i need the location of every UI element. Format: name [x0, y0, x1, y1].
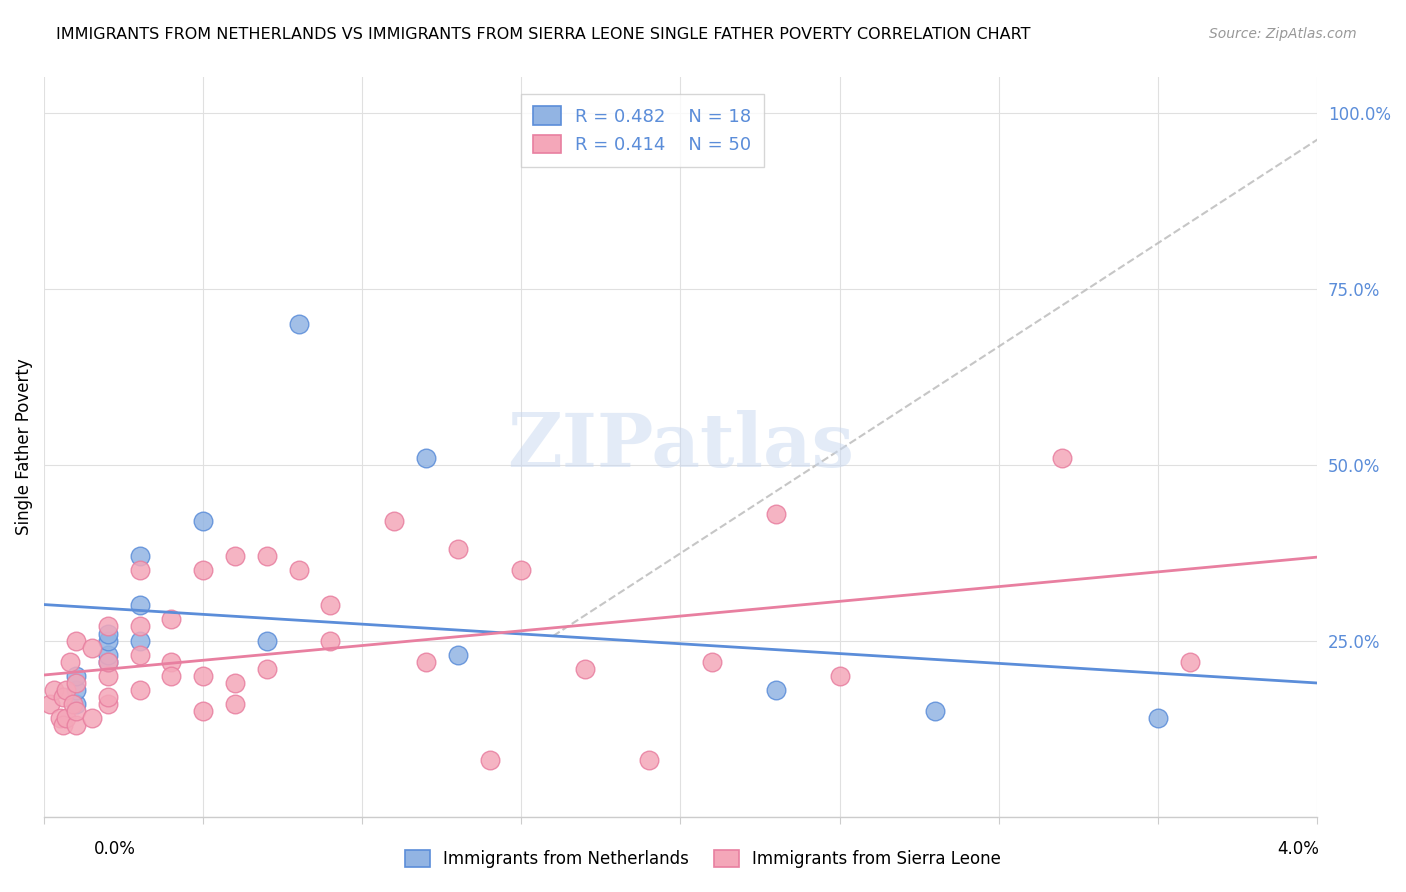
- Point: [193, 704, 215, 718]
- Point: [702, 655, 724, 669]
- Text: IMMIGRANTS FROM NETHERLANDS VS IMMIGRANTS FROM SIERRA LEONE SINGLE FATHER POVERT: IMMIGRANTS FROM NETHERLANDS VS IMMIGRANT…: [56, 27, 1031, 42]
- Point: [97, 669, 120, 683]
- Point: [447, 648, 470, 662]
- Text: 0.0%: 0.0%: [94, 840, 136, 858]
- Point: [447, 542, 470, 557]
- Point: [65, 669, 87, 683]
- Point: [765, 682, 787, 697]
- Point: [65, 718, 87, 732]
- Point: [1052, 450, 1074, 465]
- Point: [62, 697, 84, 711]
- Point: [128, 633, 150, 648]
- Point: [924, 704, 946, 718]
- Point: [49, 711, 72, 725]
- Point: [52, 690, 75, 704]
- Point: [224, 675, 246, 690]
- Point: [1146, 711, 1168, 725]
- Point: [65, 675, 87, 690]
- Point: [224, 697, 246, 711]
- Point: [1178, 655, 1201, 669]
- Point: [382, 514, 405, 528]
- Legend: R = 0.482    N = 18, R = 0.414    N = 50: R = 0.482 N = 18, R = 0.414 N = 50: [520, 94, 763, 167]
- Text: Source: ZipAtlas.com: Source: ZipAtlas.com: [1209, 27, 1357, 41]
- Point: [97, 648, 120, 662]
- Point: [80, 711, 103, 725]
- Point: [80, 640, 103, 655]
- Point: [478, 753, 501, 767]
- Point: [160, 669, 183, 683]
- Legend: Immigrants from Netherlands, Immigrants from Sierra Leone: Immigrants from Netherlands, Immigrants …: [398, 843, 1008, 875]
- Point: [287, 563, 309, 577]
- Point: [256, 633, 278, 648]
- Point: [65, 682, 87, 697]
- Text: 4.0%: 4.0%: [1277, 840, 1319, 858]
- Point: [52, 718, 75, 732]
- Text: ZIPatlas: ZIPatlas: [508, 410, 853, 483]
- Point: [65, 704, 87, 718]
- Point: [128, 648, 150, 662]
- Point: [193, 514, 215, 528]
- Point: [319, 633, 342, 648]
- Point: [97, 690, 120, 704]
- Point: [224, 549, 246, 563]
- Point: [128, 619, 150, 633]
- Point: [55, 682, 77, 697]
- Point: [65, 697, 87, 711]
- Point: [765, 507, 787, 521]
- Point: [160, 655, 183, 669]
- Point: [637, 753, 659, 767]
- Point: [319, 599, 342, 613]
- Point: [193, 563, 215, 577]
- Point: [193, 669, 215, 683]
- Point: [128, 599, 150, 613]
- Point: [160, 612, 183, 626]
- Point: [65, 633, 87, 648]
- Point: [828, 669, 851, 683]
- Point: [128, 549, 150, 563]
- Point: [256, 662, 278, 676]
- Point: [97, 626, 120, 640]
- Point: [97, 633, 120, 648]
- Point: [39, 697, 62, 711]
- Point: [287, 317, 309, 331]
- Point: [42, 682, 65, 697]
- Point: [97, 655, 120, 669]
- Point: [97, 619, 120, 633]
- Point: [55, 711, 77, 725]
- Point: [58, 655, 80, 669]
- Y-axis label: Single Father Poverty: Single Father Poverty: [15, 359, 32, 535]
- Point: [97, 655, 120, 669]
- Point: [574, 662, 596, 676]
- Point: [128, 682, 150, 697]
- Point: [256, 549, 278, 563]
- Point: [415, 450, 437, 465]
- Point: [128, 563, 150, 577]
- Point: [510, 563, 533, 577]
- Point: [97, 697, 120, 711]
- Point: [415, 655, 437, 669]
